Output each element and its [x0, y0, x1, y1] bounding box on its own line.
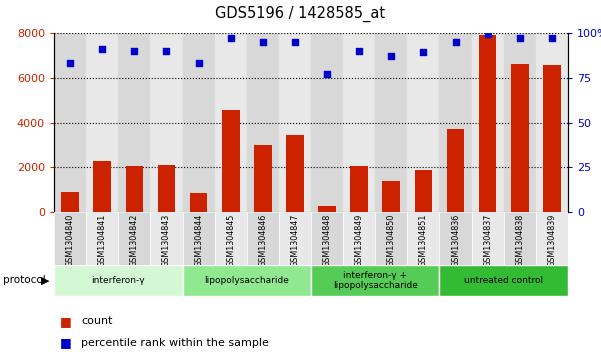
- Bar: [54, 212, 86, 265]
- Bar: [286, 135, 304, 212]
- Text: percentile rank within the sample: percentile rank within the sample: [81, 338, 269, 348]
- Text: untreated control: untreated control: [464, 276, 543, 285]
- Bar: [118, 33, 150, 212]
- Text: ■: ■: [60, 337, 72, 350]
- Point: [355, 48, 364, 54]
- Text: GSM1304840: GSM1304840: [66, 214, 75, 267]
- Text: GSM1304851: GSM1304851: [419, 214, 428, 267]
- Bar: [536, 212, 568, 265]
- Bar: [222, 110, 240, 212]
- Point: [322, 71, 332, 77]
- Bar: [247, 33, 279, 212]
- Bar: [472, 212, 504, 265]
- Bar: [157, 165, 175, 212]
- Bar: [536, 33, 568, 212]
- Bar: [254, 145, 272, 212]
- Bar: [343, 212, 375, 265]
- Text: GSM1304842: GSM1304842: [130, 214, 139, 267]
- Point: [97, 46, 107, 52]
- Bar: [504, 212, 536, 265]
- Bar: [504, 33, 536, 212]
- Point: [66, 60, 75, 66]
- Bar: [279, 33, 311, 212]
- Bar: [407, 212, 439, 265]
- Text: ■: ■: [60, 315, 72, 328]
- Text: GDS5196 / 1428585_at: GDS5196 / 1428585_at: [215, 5, 386, 22]
- Bar: [311, 265, 439, 296]
- Point: [419, 49, 429, 55]
- Bar: [183, 212, 215, 265]
- Bar: [183, 33, 215, 212]
- Text: GSM1304849: GSM1304849: [355, 214, 364, 267]
- Bar: [150, 33, 183, 212]
- Point: [483, 32, 492, 37]
- Bar: [54, 33, 86, 212]
- Point: [162, 48, 171, 54]
- Text: GSM1304844: GSM1304844: [194, 214, 203, 267]
- Bar: [215, 33, 247, 212]
- Bar: [439, 212, 472, 265]
- Bar: [118, 212, 150, 265]
- Bar: [472, 33, 504, 212]
- Text: count: count: [81, 316, 112, 326]
- Bar: [343, 33, 375, 212]
- Text: GSM1304839: GSM1304839: [548, 214, 557, 267]
- Point: [547, 35, 557, 41]
- Bar: [479, 35, 496, 212]
- Bar: [350, 166, 368, 212]
- Point: [130, 48, 139, 54]
- Text: GSM1304838: GSM1304838: [515, 214, 524, 267]
- Bar: [311, 33, 343, 212]
- Bar: [54, 265, 183, 296]
- Bar: [183, 265, 311, 296]
- Text: interferon-γ: interferon-γ: [91, 276, 145, 285]
- Bar: [375, 33, 407, 212]
- Text: protocol: protocol: [3, 275, 46, 285]
- Bar: [511, 64, 529, 212]
- Bar: [311, 212, 343, 265]
- Bar: [375, 212, 407, 265]
- Text: GSM1304837: GSM1304837: [483, 214, 492, 267]
- Text: GSM1304843: GSM1304843: [162, 214, 171, 267]
- Text: GSM1304841: GSM1304841: [98, 214, 107, 267]
- Text: GSM1304836: GSM1304836: [451, 214, 460, 267]
- Bar: [86, 33, 118, 212]
- Point: [290, 39, 300, 45]
- Bar: [247, 212, 279, 265]
- Text: GSM1304846: GSM1304846: [258, 214, 267, 267]
- Bar: [150, 212, 183, 265]
- Text: GSM1304850: GSM1304850: [387, 214, 396, 267]
- Point: [451, 39, 460, 45]
- Text: GSM1304845: GSM1304845: [226, 214, 235, 267]
- Text: GSM1304847: GSM1304847: [290, 214, 299, 267]
- Bar: [86, 212, 118, 265]
- Bar: [215, 212, 247, 265]
- Bar: [543, 65, 561, 212]
- Bar: [190, 193, 207, 212]
- Point: [226, 35, 236, 41]
- Bar: [382, 182, 400, 212]
- Point: [515, 35, 525, 41]
- Bar: [407, 33, 439, 212]
- Bar: [319, 206, 336, 212]
- Bar: [61, 192, 79, 212]
- Bar: [439, 33, 472, 212]
- Bar: [126, 166, 143, 212]
- Point: [386, 53, 396, 59]
- Point: [194, 60, 203, 66]
- Point: [258, 39, 267, 45]
- Text: GSM1304848: GSM1304848: [323, 214, 332, 267]
- Bar: [447, 129, 465, 212]
- Text: ▶: ▶: [41, 275, 49, 285]
- Bar: [93, 161, 111, 212]
- Bar: [279, 212, 311, 265]
- Text: interferon-γ +
lipopolysaccharide: interferon-γ + lipopolysaccharide: [333, 271, 418, 290]
- Text: lipopolysaccharide: lipopolysaccharide: [204, 276, 289, 285]
- Bar: [415, 170, 432, 212]
- Bar: [439, 265, 568, 296]
